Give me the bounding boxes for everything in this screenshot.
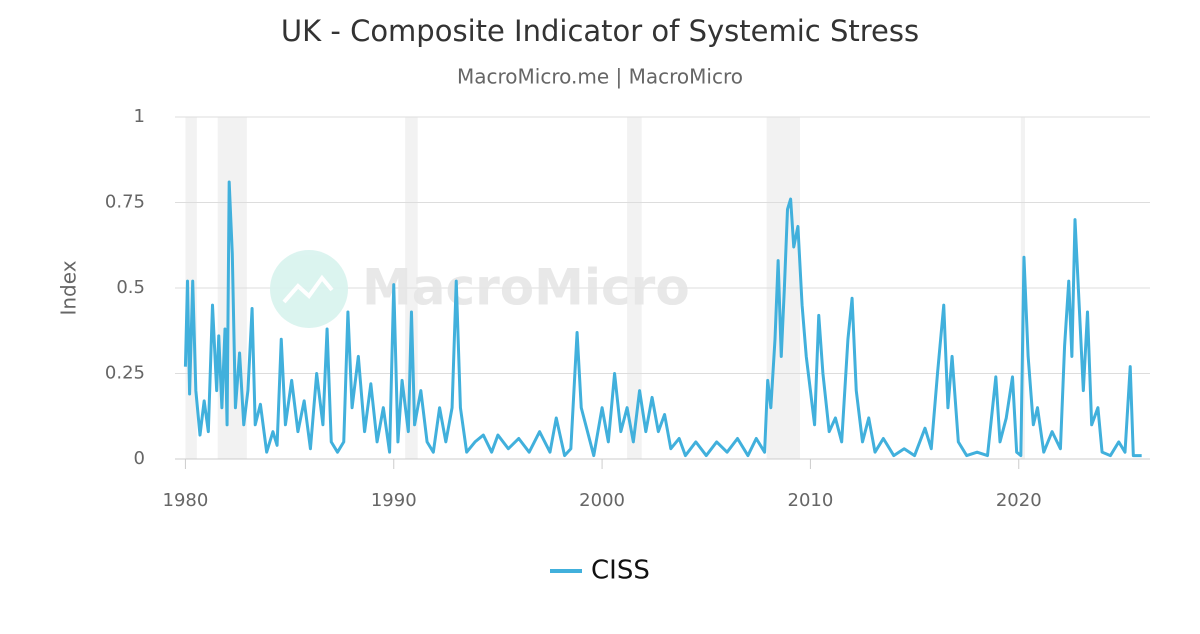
x-tick-label: 2000 — [579, 490, 625, 511]
watermark: MacroMicro — [270, 250, 690, 328]
x-tick-label: 2020 — [996, 490, 1042, 511]
data-line — [183, 180, 1142, 458]
legend-label: CISS — [591, 556, 650, 586]
y-tick-label: 0.5 — [116, 277, 145, 298]
x-tick-label: 1980 — [163, 490, 209, 511]
chart-subtitle: MacroMicro.me | MacroMicro — [457, 65, 743, 89]
y-axis-label: Index — [57, 260, 81, 315]
chart-title: UK - Composite Indicator of Systemic Str… — [281, 14, 919, 48]
x-tick-label: 1990 — [371, 490, 417, 511]
y-tick-label: 0.75 — [105, 192, 145, 213]
watermark-text: MacroMicro — [362, 259, 690, 317]
watermark-logo — [270, 250, 348, 328]
x-tick-label: 2010 — [788, 490, 834, 511]
watermark-logo-line — [282, 274, 334, 304]
y-tick-label: 0 — [134, 448, 145, 469]
y-tick-label: 0.25 — [105, 363, 145, 384]
y-tick-label: 1 — [134, 106, 145, 127]
